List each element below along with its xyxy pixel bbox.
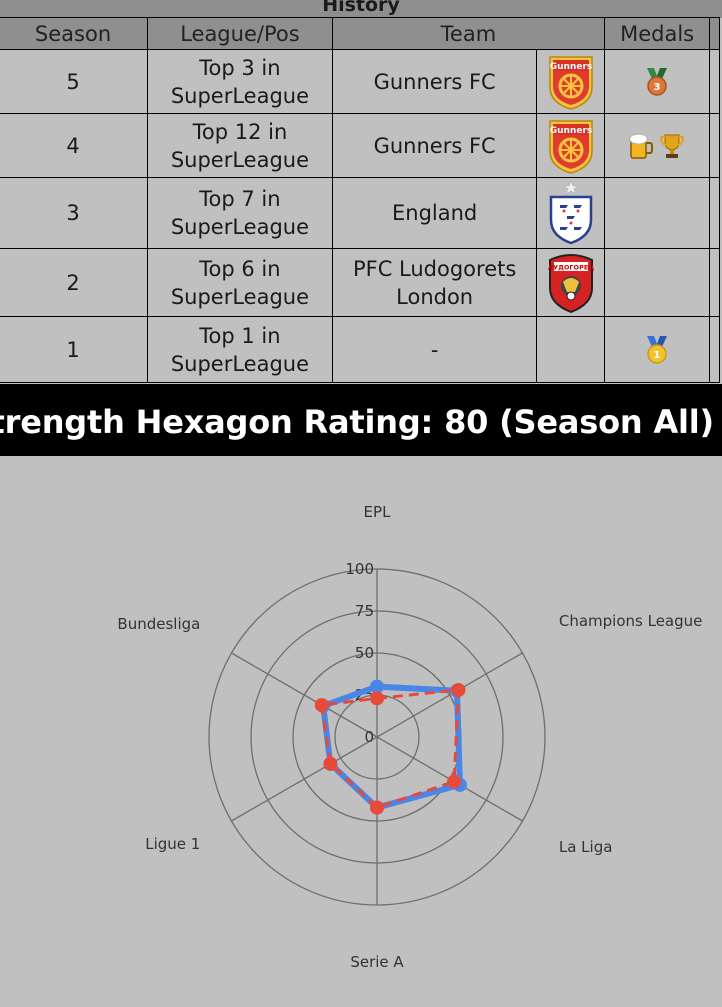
team-cell: PFC Ludogorets London bbox=[331, 248, 538, 317]
svg-text:ЛУДОГОРЕЦ: ЛУДОГОРЕЦ bbox=[547, 263, 594, 271]
medals-cell: 1 bbox=[604, 316, 711, 383]
radar-tick-label: 50 bbox=[355, 644, 374, 662]
header-season[interactable]: Season bbox=[0, 17, 149, 50]
radar-spoke bbox=[376, 652, 523, 738]
medals-cell: 3 bbox=[604, 49, 711, 114]
history-row: 2 Top 6 in SuperLeague PFC Ludogorets London… bbox=[0, 248, 720, 317]
radar-series-1-line bbox=[320, 683, 463, 811]
team-badge-cell bbox=[536, 316, 606, 383]
team-cell: England bbox=[331, 177, 538, 249]
medals-cell bbox=[604, 248, 711, 317]
svg-text:Gunners: Gunners bbox=[549, 62, 592, 72]
league-pos-cell: Top 12 in SuperLeague bbox=[147, 113, 333, 178]
radar-spoke bbox=[231, 652, 378, 738]
radar-series-2-point bbox=[451, 682, 466, 697]
season-cell: 3 bbox=[0, 177, 149, 249]
history-row: 3 Top 7 in SuperLeague England bbox=[0, 177, 720, 249]
league-pos-line2: SuperLeague bbox=[170, 147, 310, 172]
league-pos-line2: SuperLeague bbox=[170, 83, 310, 108]
history-row: 1 Top 1 in SuperLeague - 1 bbox=[0, 316, 720, 383]
league-pos-line1: Top 12 in bbox=[192, 119, 288, 144]
radar-axis-label: Ligue 1 bbox=[145, 835, 200, 853]
strength-banner: Strength Hexagon Rating: 80 (Season All) bbox=[0, 384, 722, 456]
league-pos-cell: Top 7 in SuperLeague bbox=[147, 177, 333, 249]
radar-series-2-point bbox=[370, 691, 384, 706]
league-pos-line2: SuperLeague bbox=[170, 215, 310, 239]
radar-series-2-point bbox=[447, 774, 462, 789]
team-badge-cell: Gunners bbox=[536, 113, 606, 178]
bronze-medal-icon: 3 bbox=[647, 67, 668, 96]
league-pos-line1: Top 1 in bbox=[199, 323, 281, 348]
radar-axis-label: Champions League bbox=[559, 612, 703, 630]
history-table: Season League/Pos Team Medals 5 Top 3 in S… bbox=[0, 17, 720, 383]
team-name-line2: London bbox=[396, 284, 474, 309]
league-pos-cell: Top 3 in SuperLeague bbox=[147, 49, 333, 114]
radar-axis-label: La Liga bbox=[559, 838, 613, 856]
svg-text:Gunners: Gunners bbox=[549, 126, 592, 136]
league-pos-cell: Top 1 in SuperLeague bbox=[147, 316, 333, 383]
medals-cell bbox=[604, 113, 711, 178]
team-name-line1: - bbox=[430, 337, 439, 362]
season-cell: 1 bbox=[0, 316, 149, 383]
league-pos-line2: SuperLeague bbox=[170, 351, 310, 376]
league-pos-line1: Top 7 in bbox=[199, 187, 281, 211]
team-cell: Gunners FC bbox=[331, 113, 538, 178]
radar-series-2-point bbox=[323, 756, 338, 771]
radar-tick-label: 0 bbox=[364, 728, 374, 746]
gunners-badge-icon: Gunners bbox=[548, 119, 593, 174]
league-pos-line1: Top 3 in bbox=[199, 55, 281, 80]
extra-cell bbox=[709, 49, 720, 114]
radar-tick-label: 100 bbox=[345, 560, 374, 578]
radar-tick-label: 75 bbox=[355, 602, 374, 620]
team-badge-cell: Gunners bbox=[536, 49, 606, 114]
radar-axis-label: Bundesliga bbox=[117, 615, 200, 633]
season-cell: 5 bbox=[0, 49, 149, 114]
team-name-line1: Gunners FC bbox=[373, 133, 496, 158]
team-badge-cell: ЛУДОГОРЕЦ bbox=[536, 248, 606, 317]
header-medals[interactable]: Medals bbox=[604, 17, 711, 50]
beer-mug-icon bbox=[629, 133, 654, 159]
radar-axis-label: Serie A bbox=[350, 953, 404, 971]
radar-series-1-point bbox=[370, 679, 384, 694]
history-title: History bbox=[0, 0, 722, 18]
extra-cell bbox=[709, 113, 720, 178]
header-team[interactable]: Team bbox=[331, 17, 606, 50]
header-extra bbox=[709, 17, 720, 50]
league-pos-line2: SuperLeague bbox=[170, 284, 310, 309]
team-name-line1: PFC Ludogorets bbox=[352, 256, 517, 281]
trophy-icon bbox=[660, 134, 685, 158]
history-row: 4 Top 12 in SuperLeague Gunners FC Gunners bbox=[0, 113, 720, 178]
team-badge-cell bbox=[536, 177, 606, 249]
extra-cell bbox=[709, 316, 720, 383]
radar-spoke bbox=[231, 736, 378, 822]
history-row: 5 Top 3 in SuperLeague Gunners FC Gunners 3 bbox=[0, 49, 720, 114]
team-name-line1: Gunners FC bbox=[373, 69, 496, 94]
strength-rating-title: Strength Hexagon Rating: 80 (Season All) bbox=[0, 403, 714, 441]
radar-axis-label: EPL bbox=[364, 503, 392, 521]
radar-series-2-point bbox=[314, 698, 329, 713]
extra-cell bbox=[709, 248, 720, 317]
gold-medal-icon: 1 bbox=[647, 335, 668, 364]
england-badge-icon bbox=[549, 180, 592, 245]
team-name-line1: England bbox=[392, 201, 478, 225]
header-league[interactable]: League/Pos bbox=[147, 17, 333, 50]
svg-text:3: 3 bbox=[654, 82, 661, 93]
league-pos-line1: Top 6 in bbox=[199, 256, 281, 281]
season-cell: 4 bbox=[0, 113, 149, 178]
team-cell: - bbox=[331, 316, 538, 383]
radar-series-2-point bbox=[370, 800, 384, 815]
league-pos-cell: Top 6 in SuperLeague bbox=[147, 248, 333, 317]
season-cell: 2 bbox=[0, 248, 149, 317]
medals-cell bbox=[604, 177, 711, 249]
ludogorets-badge-icon: ЛУДОГОРЕЦ bbox=[547, 253, 594, 313]
svg-text:1: 1 bbox=[654, 350, 661, 361]
history-header-row: Season League/Pos Team Medals bbox=[0, 17, 720, 50]
gunners-badge-icon: Gunners bbox=[548, 55, 593, 110]
team-cell: Gunners FC bbox=[331, 49, 538, 114]
extra-cell bbox=[709, 177, 720, 249]
